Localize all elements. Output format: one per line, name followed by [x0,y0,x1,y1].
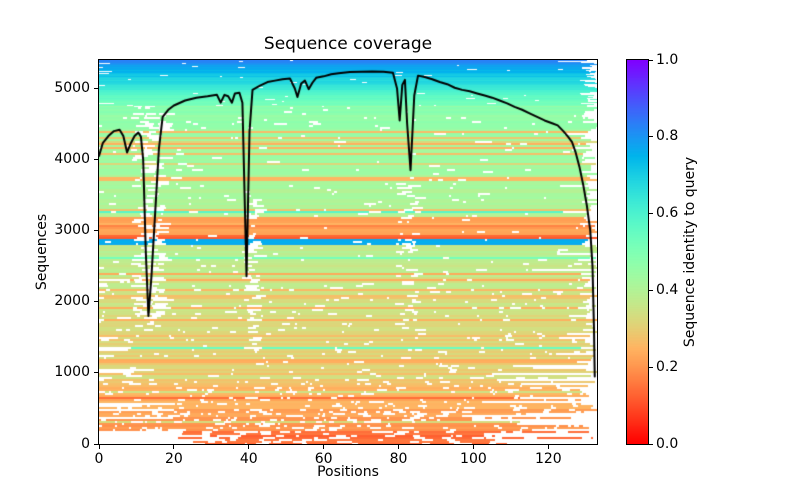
y-tick-label-5000: 5000 [54,79,90,96]
cb-tick-label-0.2: 0.2 [656,358,679,375]
cb-tick-label-0.0: 0.0 [656,435,679,452]
x-tickmark-0 [98,445,100,449]
x-tick-label-20: 20 [164,451,183,467]
y-tick-label-4000: 4000 [54,151,90,168]
colorbar-label: Sequence identity to query [682,156,698,348]
y-tick-label-2000: 2000 [54,293,90,310]
y-tick-label-1000: 1000 [54,364,90,381]
x-tick-label-60: 60 [314,451,333,467]
x-tick-label-40: 40 [239,451,258,467]
y-tickmark-4000 [94,159,98,161]
x-axis-label: Positions [317,464,379,480]
cb-tick-label-0.8: 0.8 [656,128,679,145]
x-tickmark-60 [323,445,325,449]
plot-area [98,59,598,445]
cb-tick-label-0.6: 0.6 [656,205,679,222]
cb-tickmark-1.0 [649,59,653,61]
cb-tickmark-0.2 [649,366,653,368]
y-tick-label-0: 0 [81,435,90,452]
y-tickmark-3000 [94,230,98,232]
cb-tick-label-0.4: 0.4 [656,281,679,298]
colorbar-gradient-canvas [627,60,648,444]
cb-tickmark-0.8 [649,136,653,138]
cb-tickmark-0.6 [649,213,653,215]
y-tickmark-0 [94,443,98,445]
y-tickmark-1000 [94,372,98,374]
x-tick-label-100: 100 [460,451,487,467]
cb-tickmark-0.4 [649,289,653,291]
x-tick-label-120: 120 [534,451,562,467]
cb-tick-label-1.0: 1.0 [656,51,679,68]
x-tick-label-0: 0 [94,451,104,467]
figure-title: Sequence coverage [263,34,433,54]
x-tickmark-20 [173,445,175,449]
y-tickmark-5000 [94,87,98,89]
y-tick-label-3000: 3000 [54,222,90,239]
x-tickmark-100 [472,445,474,449]
msa-heatmap-canvas [99,60,597,444]
y-tickmark-2000 [94,301,98,303]
colorbar [626,59,649,445]
x-tick-label-80: 80 [389,451,408,467]
x-tickmark-80 [398,445,400,449]
cb-tickmark-0.0 [649,443,653,445]
x-tickmark-120 [547,445,549,449]
x-tickmark-40 [248,445,250,449]
y-axis-label: Sequences [34,213,50,291]
